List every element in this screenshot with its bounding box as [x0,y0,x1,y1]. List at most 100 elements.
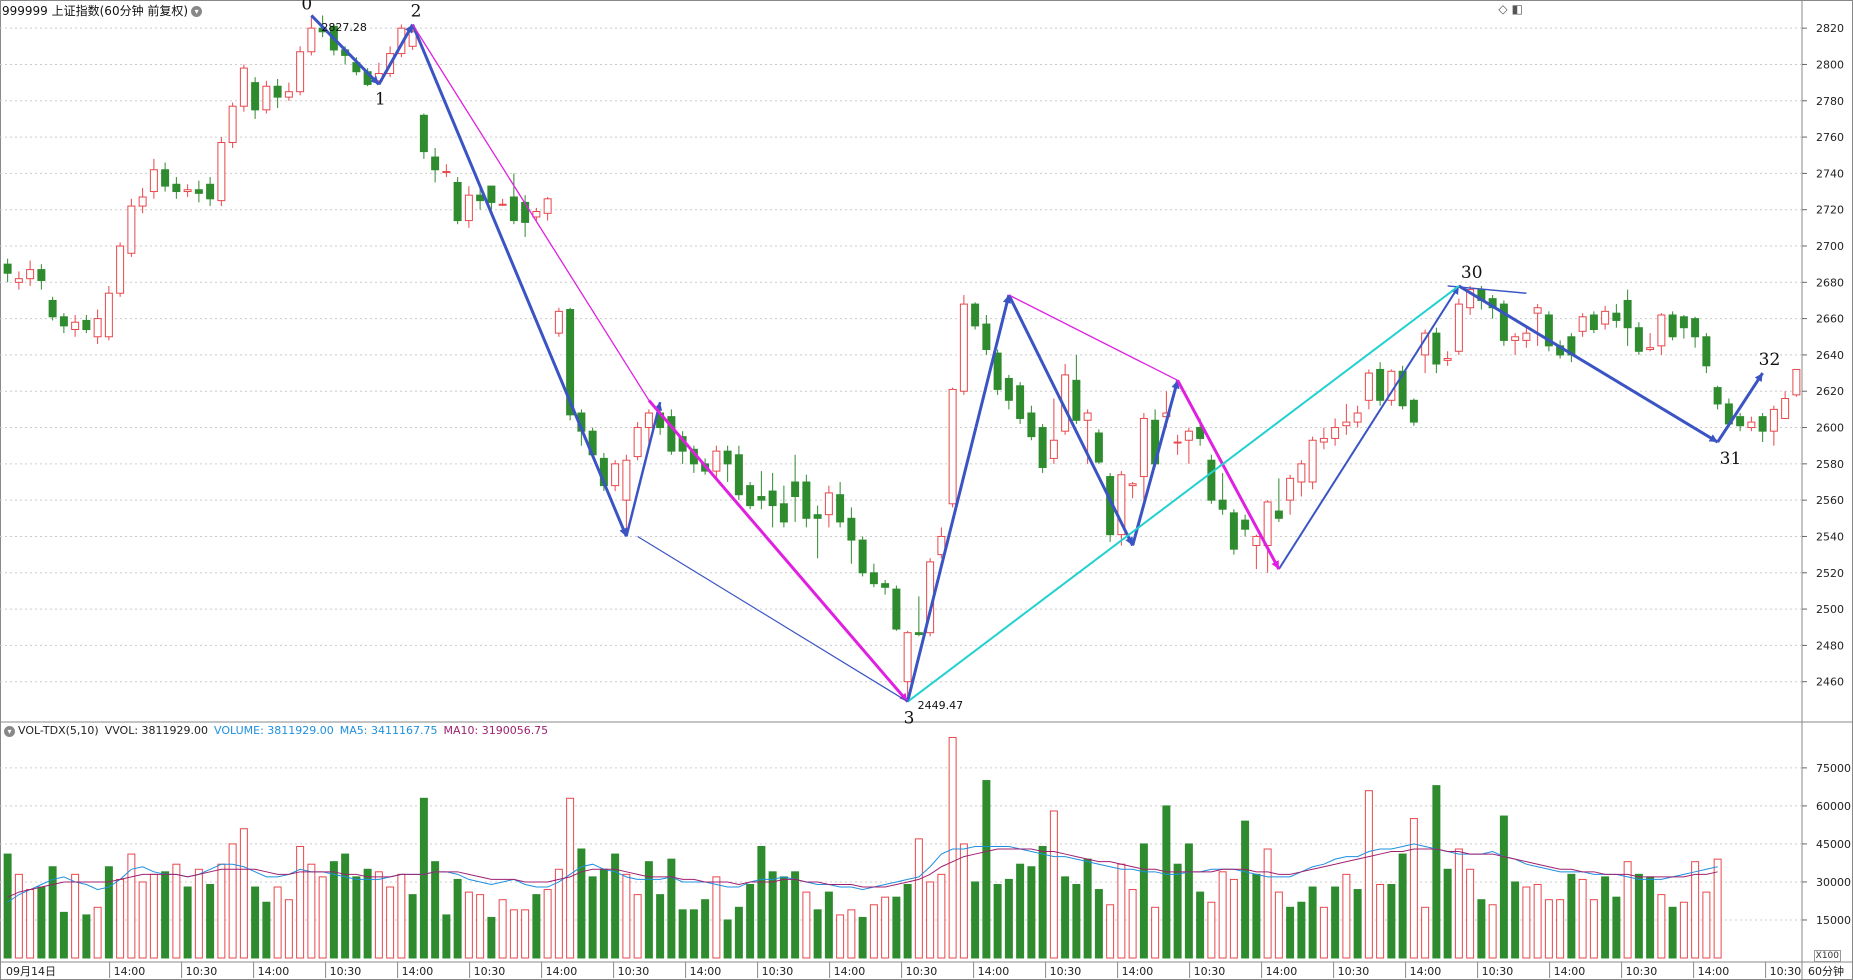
volume-bar [1319,906,1328,959]
volume-bar [971,881,980,959]
candle [1016,382,1025,424]
candle [1252,534,1261,570]
volume-bar [903,883,912,959]
price-tick-label: 2720 [1816,204,1844,217]
volume-bar [959,843,968,959]
volume-bar [1128,889,1137,959]
candle [1184,427,1193,464]
volume-tick-label: 30000 [1816,876,1851,889]
candle-body [914,632,923,635]
candle [1736,413,1745,432]
volume-bar [1567,873,1576,959]
volume-bar [1263,848,1272,959]
candle [206,177,215,207]
volume-tick-label: 60000 [1816,800,1851,813]
candle-body [791,481,800,498]
wave-segment-magenta [412,24,650,401]
candle [1274,478,1283,522]
candle-body [284,91,293,98]
volume-bar [667,858,676,959]
vvol-value: VVOL: 3811929.00 [104,724,209,737]
candle-body [611,463,620,487]
candle-body [26,269,35,280]
volume-bar [734,906,743,959]
wave-arrowhead [619,527,628,537]
candle-body [1286,477,1295,501]
candle [116,242,125,297]
chevron-down-icon[interactable]: ▾ [4,725,15,737]
volume-bar [543,889,552,959]
candle [284,82,293,101]
candle [1522,325,1531,348]
volume-bar [161,871,170,959]
candle-body [1589,314,1598,331]
volume-tick-label: 45000 [1816,838,1851,851]
candle [802,474,811,528]
volume-bar [779,876,788,959]
candle [464,186,473,228]
volume-bar [1049,810,1058,959]
volume-bar [1634,873,1643,959]
candle [1792,368,1801,397]
candle [442,164,451,178]
candle-body [1657,314,1666,347]
candle-body [521,201,530,223]
candle-body [296,51,305,93]
volume-bar [982,780,991,959]
price-tick-label: 2580 [1816,458,1844,471]
candle [746,482,755,510]
low-price-label: 2449.47 [918,699,964,712]
candle-body [1274,510,1283,519]
volume-bar [59,911,68,959]
chart-title-text: 999999 上证指数(60分钟 前复权) [2,4,189,18]
volume-bar [1556,899,1565,959]
price-tick-label: 2480 [1816,639,1844,652]
wave-label: 0 [301,0,312,14]
wave-label: 31 [1720,449,1742,469]
candle-body [1094,432,1103,463]
volume-bar [487,916,496,959]
volume-bar [1106,904,1115,959]
price-tick-label: 2680 [1816,276,1844,289]
candle-body [1781,397,1790,419]
candle [521,195,530,237]
volume-value: VOLUME: 3811929.00 [214,724,334,737]
candle-body [206,183,215,200]
high-price-label: 2827.28 [321,21,367,34]
candle-body [453,181,462,222]
candle [1646,333,1655,352]
candle [1679,314,1688,339]
volume-bar [1578,878,1587,959]
volume-bar [993,883,1002,959]
volume-bar [374,871,383,959]
ma5-value: MA5: 3411167.75 [339,724,438,737]
volume-bar [273,886,282,959]
panel-toggle-icon[interactable]: ◧ [1511,2,1523,16]
candle-body [307,27,316,53]
volume-bar [1601,876,1610,959]
volume-indicator-name[interactable]: VOL-TDX(5,10) [18,724,99,737]
volume-bar [93,906,102,959]
candle [1173,434,1182,455]
price-tick-label: 2620 [1816,385,1844,398]
candle [419,113,428,159]
volume-bar [1117,863,1126,959]
candle-body [746,485,755,507]
diamond-icon[interactable]: ◇ [1498,2,1508,16]
chart-title[interactable]: 999999 上证指数(60分钟 前复权) ▾ [2,2,203,19]
candle [1511,333,1520,355]
candle [1364,369,1373,410]
volume-bar [26,889,35,959]
volume-bar [1612,896,1621,959]
candle-body [1319,437,1328,443]
time-tick-label: 10:30 [474,965,506,978]
chevron-down-icon[interactable]: ▾ [191,6,203,17]
candle-body [1229,512,1238,550]
volume-bar [284,899,293,959]
volume-bar [1691,861,1700,959]
candle [1027,405,1036,441]
candle [273,78,282,109]
volume-bar [791,871,800,959]
candle-body [1758,416,1767,432]
wave-label: 3 [904,709,915,729]
